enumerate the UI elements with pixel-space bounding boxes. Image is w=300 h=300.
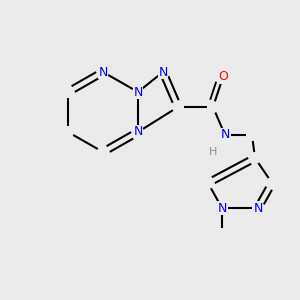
Text: N: N	[133, 125, 143, 139]
Text: N: N	[158, 65, 168, 79]
Text: N: N	[220, 128, 230, 142]
Text: N: N	[253, 202, 263, 214]
Text: N: N	[98, 65, 108, 79]
Text: N: N	[217, 202, 227, 214]
Text: H: H	[209, 147, 217, 157]
Text: O: O	[218, 70, 228, 83]
Text: N: N	[133, 85, 143, 98]
